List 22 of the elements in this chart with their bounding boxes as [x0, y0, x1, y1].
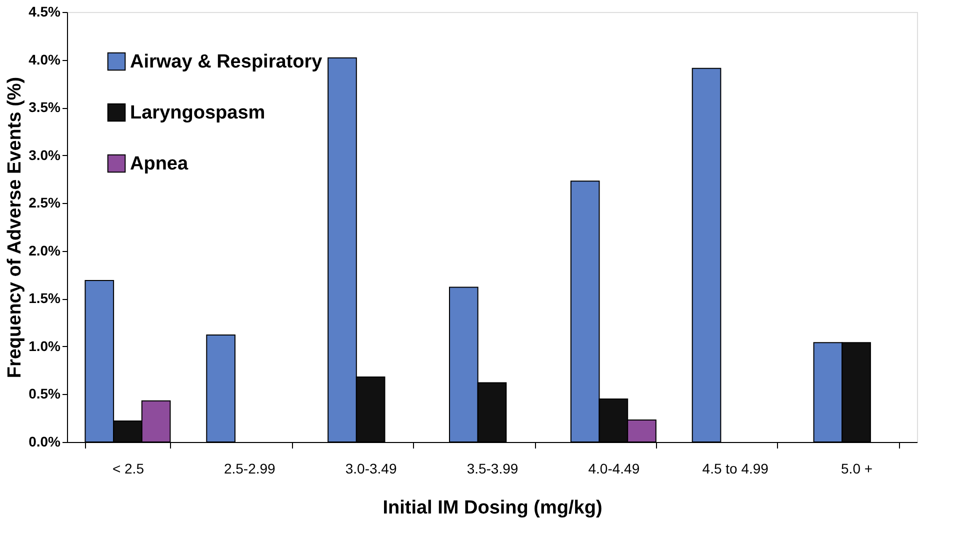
y-tick-label: 2.0%: [28, 242, 62, 258]
x-tick-label: 4.0-4.49: [588, 460, 640, 476]
x-tick-label: 3.0-3.49: [345, 460, 397, 476]
y-tick-label: 0.5%: [28, 386, 62, 402]
x-tick-label: 4.5 to 4.99: [702, 460, 769, 476]
x-axis-title: Initial IM Dosing (mg/kg): [382, 498, 602, 518]
y-axis-title: Frequency of Adverse Events (%): [4, 76, 26, 378]
y-tick-label: 0.0%: [28, 434, 62, 450]
y-tick-label: 1.5%: [28, 290, 62, 306]
y-tick-label: 3.0%: [28, 146, 62, 163]
x-tick-label: < 2.5: [112, 460, 144, 476]
x-tick-label: 3.5-3.99: [466, 460, 518, 476]
y-tick-label: 4.0%: [28, 51, 62, 68]
legend-label: Airway & Respiratory: [130, 52, 323, 72]
y-tick-label: 2.5%: [28, 194, 62, 211]
x-tick-label: 2.5-2.99: [224, 460, 276, 476]
y-tick-label: 1.0%: [28, 338, 62, 354]
y-tick-label: 3.5%: [28, 99, 62, 116]
legend-label: Laryngospasm: [130, 102, 266, 124]
legend-label: Apnea: [130, 154, 188, 174]
x-tick-label: 5.0 +: [841, 460, 873, 476]
y-tick-label: 4.5%: [28, 4, 62, 20]
